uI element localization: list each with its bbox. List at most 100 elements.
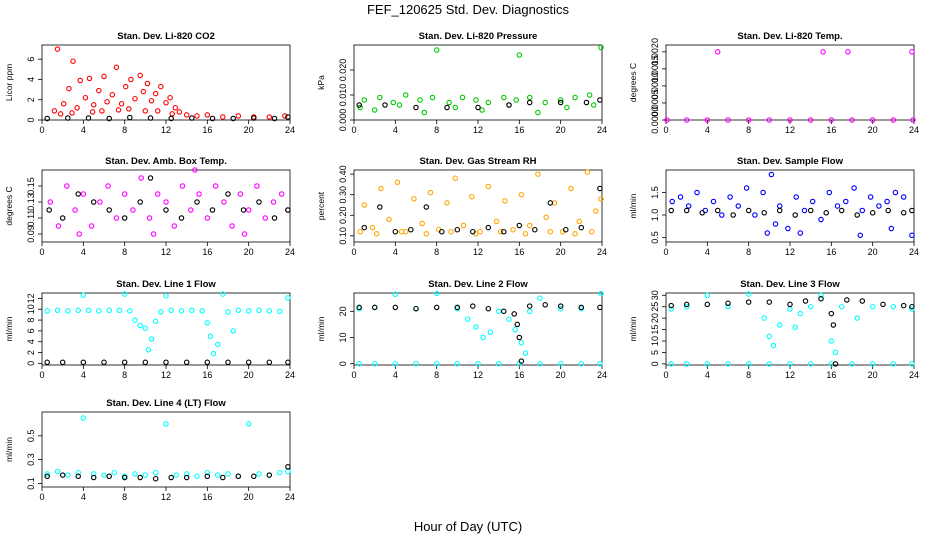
data-point xyxy=(793,194,799,200)
data-point xyxy=(727,194,733,200)
data-point xyxy=(210,350,217,357)
data-point xyxy=(90,471,97,477)
data-point xyxy=(869,361,876,367)
data-point xyxy=(752,212,758,218)
data-point xyxy=(65,308,71,314)
x-tick-label: 20 xyxy=(868,247,878,257)
data-point xyxy=(285,468,291,475)
data-point xyxy=(266,472,273,478)
data-point xyxy=(730,212,736,218)
data-point xyxy=(386,216,392,223)
x-tick-label: 20 xyxy=(244,247,254,257)
data-point xyxy=(230,115,236,122)
data-point xyxy=(849,361,855,367)
data-point xyxy=(179,183,186,189)
y-tick-label: 8 xyxy=(26,318,36,323)
x-tick-label: 16 xyxy=(826,247,836,257)
x-tick-label: 8 xyxy=(122,492,127,502)
data-point xyxy=(501,94,507,101)
data-point xyxy=(772,221,779,227)
data-point xyxy=(776,207,783,214)
data-point xyxy=(183,471,190,477)
data-point xyxy=(460,222,467,229)
panel-title: Stan. Dev. Line 1 Flow xyxy=(116,279,216,290)
data-point xyxy=(90,199,97,205)
data-point xyxy=(668,207,674,214)
data-point xyxy=(704,361,711,367)
data-point xyxy=(121,291,128,297)
y-tick-label: 6 xyxy=(26,57,36,62)
data-point xyxy=(787,301,793,308)
data-point xyxy=(830,322,837,328)
y-axis-label: percent xyxy=(316,191,326,220)
data-point xyxy=(497,228,504,235)
data-point xyxy=(518,191,525,198)
data-point xyxy=(584,169,591,175)
data-point xyxy=(209,207,216,213)
data-point xyxy=(421,109,428,116)
data-point xyxy=(74,105,80,111)
y-tick-label: 4 xyxy=(26,77,36,82)
data-point xyxy=(597,185,603,192)
data-point xyxy=(183,359,190,366)
data-point xyxy=(285,295,291,301)
data-point xyxy=(214,472,221,478)
y-tick-label: 4 xyxy=(26,339,36,344)
y-tick-label: 0.000 xyxy=(338,109,348,132)
data-point xyxy=(220,474,226,481)
data-point xyxy=(557,97,564,103)
data-point xyxy=(59,472,66,478)
y-tick-label: 0.11 xyxy=(26,210,36,227)
data-point xyxy=(578,304,585,311)
data-point xyxy=(826,189,833,196)
data-point xyxy=(493,218,500,225)
data-point xyxy=(776,322,783,328)
data-point xyxy=(542,302,548,308)
data-point xyxy=(189,307,195,314)
data-point xyxy=(683,301,690,308)
data-point xyxy=(152,90,159,97)
panel-title: Stan. Dev. Line 2 Flow xyxy=(428,279,528,290)
data-point xyxy=(454,226,461,233)
data-point xyxy=(183,474,190,481)
data-point xyxy=(704,292,711,299)
data-point xyxy=(725,300,731,307)
data-point xyxy=(526,303,533,309)
panel-title: Stan. Dev. Li-820 Pressure xyxy=(419,31,538,42)
data-point xyxy=(413,305,419,312)
data-point xyxy=(99,108,105,114)
data-point xyxy=(276,308,283,315)
data-point xyxy=(761,315,767,321)
data-point xyxy=(583,99,590,106)
panel-title: Stan. Dev. Line 3 Flow xyxy=(740,279,840,290)
data-point xyxy=(138,175,144,181)
data-point xyxy=(245,308,252,314)
data-point xyxy=(178,308,185,314)
x-tick-label: 24 xyxy=(597,247,607,257)
data-point xyxy=(194,473,200,480)
data-point xyxy=(909,207,915,214)
data-point xyxy=(768,171,775,178)
data-point xyxy=(220,291,226,297)
data-point xyxy=(72,207,78,213)
data-point xyxy=(147,175,154,181)
data-point xyxy=(204,320,211,326)
data-point xyxy=(900,194,907,200)
data-point xyxy=(668,302,674,309)
panel-title: Stan. Dev. Gas Stream RH xyxy=(419,156,536,167)
y-tick-label: 30 xyxy=(650,290,660,300)
data-point xyxy=(485,305,492,312)
data-point xyxy=(487,329,494,336)
data-point xyxy=(807,207,814,214)
data-point xyxy=(485,99,492,106)
data-point xyxy=(792,324,798,331)
data-point xyxy=(557,305,564,312)
data-point xyxy=(828,117,835,123)
data-point xyxy=(194,113,200,119)
data-point xyxy=(106,115,112,122)
data-point xyxy=(373,231,380,237)
data-point xyxy=(254,183,260,189)
x-tick-label: 16 xyxy=(514,247,524,257)
data-point xyxy=(597,360,603,367)
data-point xyxy=(392,360,399,367)
